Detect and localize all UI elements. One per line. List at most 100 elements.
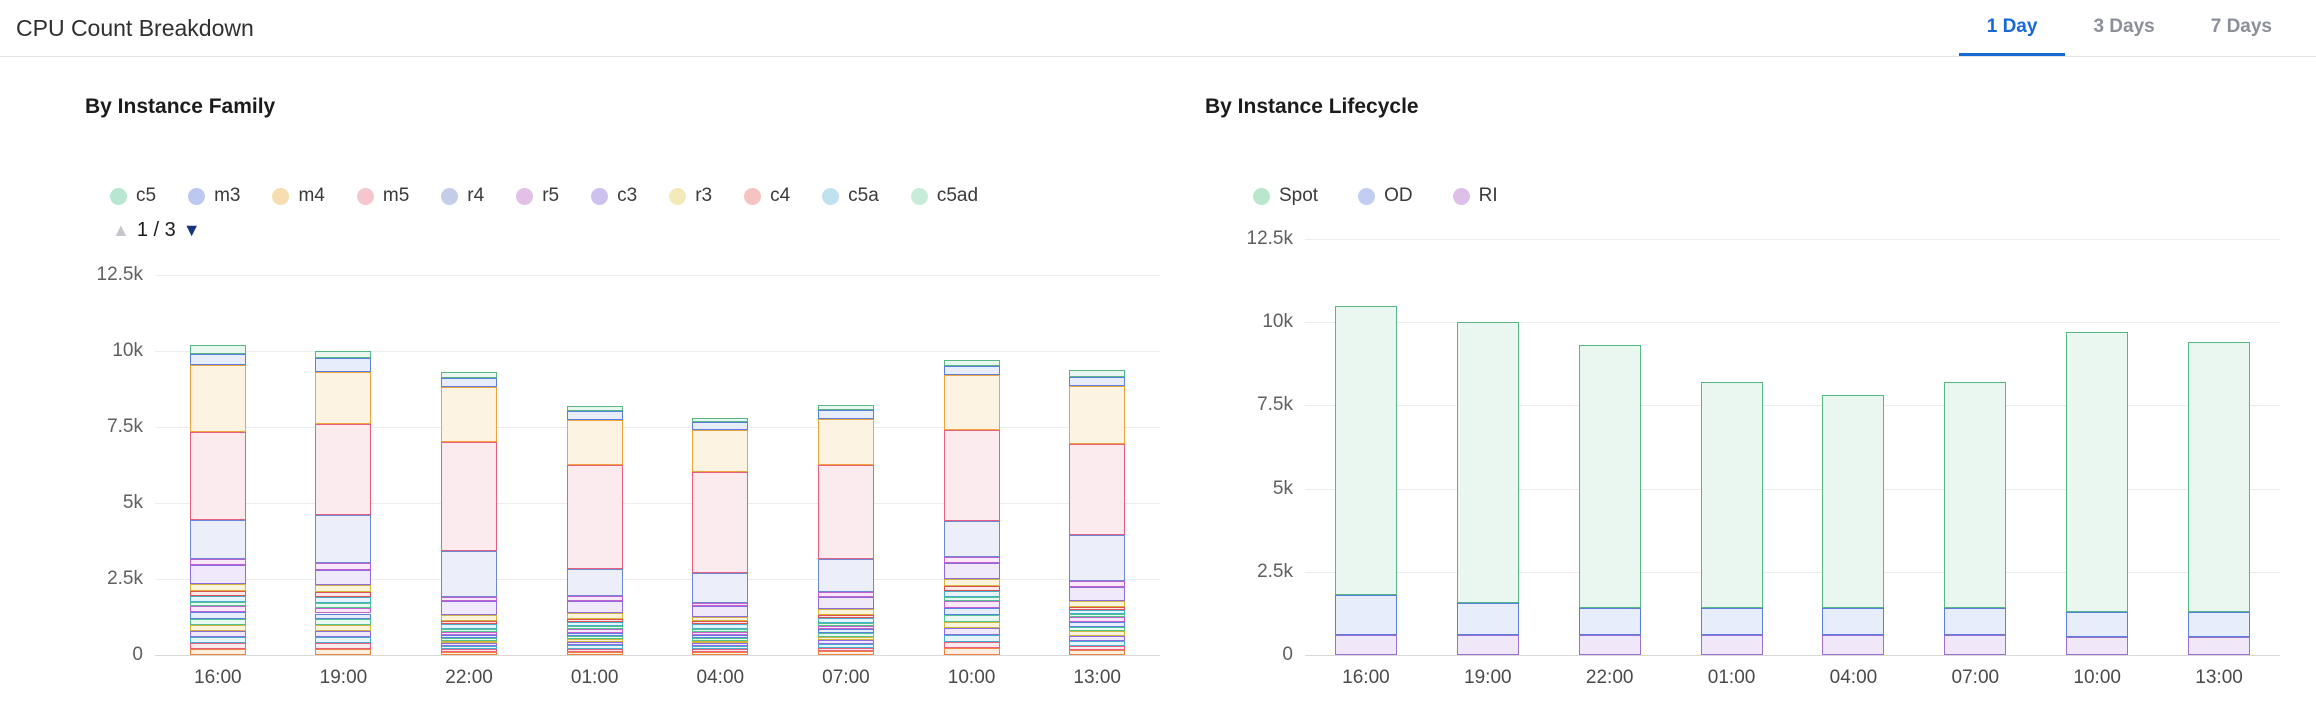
bar-segment-unlabeled[interactable]	[189, 612, 246, 619]
bar-segment-unlabeled[interactable]	[943, 614, 1000, 622]
bar-segment-unlabeled[interactable]	[315, 637, 372, 644]
bar-segment-c5ad[interactable]	[441, 628, 498, 632]
bar-segment-Spot[interactable]	[2188, 342, 2251, 612]
legend-item-od[interactable]: OD	[1358, 185, 1413, 207]
bar-segment-m3[interactable]	[817, 409, 874, 420]
bar-segment-unlabeled[interactable]	[441, 631, 498, 635]
bar-segment-c4[interactable]	[315, 592, 372, 597]
bar-segment-OD[interactable]	[1822, 608, 1885, 636]
bar-segment-unlabeled[interactable]	[817, 629, 874, 634]
bar-segment-m5[interactable]	[817, 464, 874, 559]
bar-segment-unlabeled[interactable]	[566, 635, 623, 640]
bar-segment-Spot[interactable]	[2066, 332, 2129, 612]
bar-segment-r3[interactable]	[441, 615, 498, 622]
bar-segment-RI[interactable]	[1700, 635, 1763, 655]
bar-segment-m4[interactable]	[189, 364, 246, 432]
bar-segment-OD[interactable]	[1456, 603, 1519, 636]
bar-segment-r3[interactable]	[189, 583, 246, 592]
bar-segment-m5[interactable]	[692, 472, 749, 573]
bar-segment-unlabeled[interactable]	[817, 633, 874, 637]
bar-segment-r5[interactable]	[817, 592, 874, 597]
bar-segment-m5[interactable]	[189, 431, 246, 520]
bar-segment-unlabeled[interactable]	[817, 636, 874, 641]
bar-segment-unlabeled[interactable]	[817, 640, 874, 645]
bar-segment-unlabeled[interactable]	[189, 648, 246, 655]
bar-segment-unlabeled[interactable]	[692, 649, 749, 653]
bar-segment-m3[interactable]	[566, 410, 623, 420]
bar-segment-r5[interactable]	[315, 563, 372, 570]
bar-segment-r3[interactable]	[817, 609, 874, 616]
bar-segment-c4[interactable]	[189, 591, 246, 596]
bar-segment-c5[interactable]	[315, 350, 372, 359]
bar-segment-c5[interactable]	[566, 406, 623, 411]
bar-segment-c5a[interactable]	[566, 621, 623, 627]
bar-segment-r5[interactable]	[1069, 580, 1126, 587]
bar-segment-m5[interactable]	[1069, 444, 1126, 536]
bar-segment-c5a[interactable]	[692, 624, 749, 629]
bar-segment-r3[interactable]	[566, 612, 623, 619]
bar-segment-c3[interactable]	[566, 600, 623, 613]
bar-segment-m5[interactable]	[566, 465, 623, 569]
legend-item-m3[interactable]: m3	[188, 185, 240, 207]
bar-segment-unlabeled[interactable]	[1069, 626, 1126, 632]
bar-segment-c5ad[interactable]	[692, 628, 749, 632]
bar-segment-m4[interactable]	[1069, 386, 1126, 444]
bar-segment-unlabeled[interactable]	[692, 637, 749, 641]
legend-item-m5[interactable]: m5	[356, 185, 409, 207]
bar-segment-unlabeled[interactable]	[441, 640, 498, 644]
tab-1-day[interactable]: 1 Day	[1958, 0, 2066, 56]
legend-page-up-icon[interactable]: ▲	[112, 219, 130, 240]
bar-segment-Spot[interactable]	[1334, 305, 1397, 596]
bar-segment-c5ad[interactable]	[189, 601, 246, 607]
bar-segment-c4[interactable]	[943, 586, 1000, 591]
bar-segment-unlabeled[interactable]	[315, 649, 372, 655]
bar-segment-c5ad[interactable]	[566, 626, 623, 630]
bar-segment-unlabeled[interactable]	[441, 652, 498, 655]
bar-segment-m3[interactable]	[692, 422, 749, 430]
bar-segment-unlabeled[interactable]	[315, 643, 372, 650]
bar-segment-c3[interactable]	[817, 596, 874, 610]
bar-segment-r4[interactable]	[692, 572, 749, 603]
bar-segment-unlabeled[interactable]	[817, 625, 874, 630]
bar-segment-c5ad[interactable]	[315, 603, 372, 608]
bar-segment-m4[interactable]	[566, 419, 623, 466]
bar-segment-unlabeled[interactable]	[817, 647, 874, 652]
bar-segment-c5a[interactable]	[189, 595, 246, 602]
bar-segment-unlabeled[interactable]	[1069, 631, 1126, 637]
bar-segment-c4[interactable]	[817, 615, 874, 619]
bar-segment-unlabeled[interactable]	[1069, 622, 1126, 627]
bar-segment-c5a[interactable]	[441, 624, 498, 629]
bar-segment-unlabeled[interactable]	[1069, 650, 1126, 655]
bar-segment-unlabeled[interactable]	[1069, 645, 1126, 651]
bar-segment-c3[interactable]	[315, 569, 372, 585]
bar-segment-r4[interactable]	[441, 551, 498, 597]
bar-segment-unlabeled[interactable]	[315, 625, 372, 632]
bar-segment-unlabeled[interactable]	[189, 606, 246, 613]
legend-item-c3[interactable]: c3	[591, 185, 637, 207]
bar-segment-Spot[interactable]	[1822, 395, 1885, 609]
bar-segment-unlabeled[interactable]	[566, 642, 623, 646]
bar-segment-unlabeled[interactable]	[189, 636, 246, 643]
bar-segment-r3[interactable]	[692, 616, 749, 622]
bar-segment-c3[interactable]	[943, 563, 1000, 579]
legend-item-c5a[interactable]: c5a	[822, 185, 879, 207]
bar-segment-unlabeled[interactable]	[566, 632, 623, 636]
bar-segment-OD[interactable]	[2188, 611, 2251, 637]
bar-segment-c5a[interactable]	[817, 618, 874, 623]
legend-item-c5ad[interactable]: c5ad	[910, 185, 978, 207]
bar-segment-r3[interactable]	[943, 578, 1000, 587]
bar-segment-unlabeled[interactable]	[817, 651, 874, 655]
bar-segment-c5a[interactable]	[315, 596, 372, 603]
bar-segment-c5ad[interactable]	[943, 596, 1000, 602]
bar-segment-c5ad[interactable]	[817, 622, 874, 626]
legend-item-m4[interactable]: m4	[272, 185, 325, 207]
bar-segment-RI[interactable]	[1334, 635, 1397, 655]
bar-segment-RI[interactable]	[1944, 635, 2007, 655]
bar-segment-OD[interactable]	[1944, 608, 2007, 636]
bar-segment-r5[interactable]	[943, 557, 1000, 564]
bar-segment-m3[interactable]	[943, 365, 1000, 375]
bar-segment-unlabeled[interactable]	[189, 618, 246, 625]
bar-segment-r3[interactable]	[315, 584, 372, 593]
bar-segment-unlabeled[interactable]	[315, 607, 372, 614]
bar-segment-m4[interactable]	[817, 419, 874, 465]
